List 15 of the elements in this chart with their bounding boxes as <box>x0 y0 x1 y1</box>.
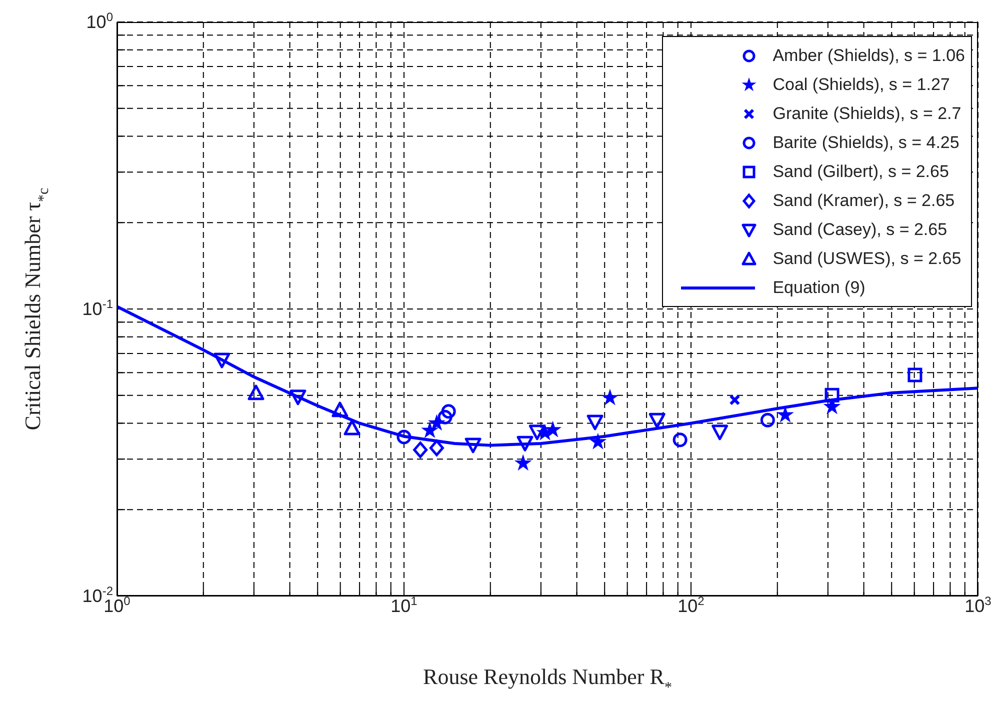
legend-label: Sand (Gilbert), s = 2.65 <box>772 162 949 182</box>
x-axis-title: Rouse Reynolds Number R$_{*}$ <box>423 664 672 696</box>
legend-label: Coal (Shields), s = 1.27 <box>772 74 950 94</box>
legend-label: Sand (Kramer), s = 2.65 <box>772 190 955 210</box>
legend-label: Sand (Casey), s = 2.65 <box>772 220 948 240</box>
x-tick-label: 10$^{1}$ <box>390 594 418 616</box>
legend-label: Granite (Shields), s = 2.7 <box>772 104 962 124</box>
legend-label: Amber (Shields), s = 1.06 <box>772 46 965 66</box>
x-tick-label: 10$^{2}$ <box>678 594 705 616</box>
y-tick-label: 10$^{-1}$ <box>82 297 114 319</box>
legend-label: Sand (USWES), s = 2.65 <box>772 248 962 268</box>
legend-label: Barite (Shields), s = 4.25 <box>772 132 960 152</box>
x-tick-label: 10$^{3}$ <box>964 594 992 616</box>
y-tick-label: 10$^{0}$ <box>86 10 114 32</box>
legend-label: Equation (9) <box>772 278 866 298</box>
